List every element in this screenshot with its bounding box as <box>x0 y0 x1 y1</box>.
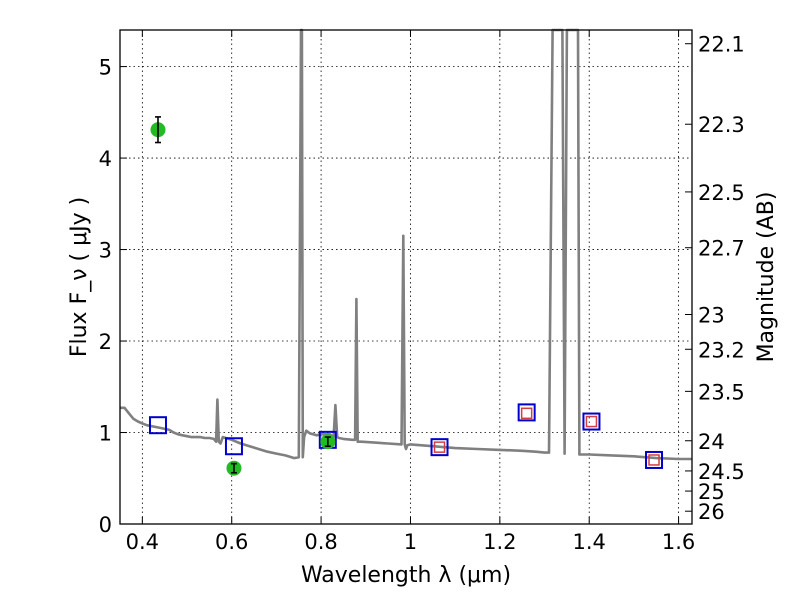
x-tick-label: 0.6 <box>215 530 248 554</box>
model-photometry-square <box>224 437 243 456</box>
right-tick-label: 24.5 <box>698 460 745 484</box>
y-tick-label: 0 <box>99 513 112 537</box>
model-photometry-square <box>517 403 536 422</box>
model-photometry-square <box>645 450 664 469</box>
right-tick-label: 23.2 <box>698 338 745 362</box>
model-photometry-square <box>430 438 449 457</box>
x-tick-label: 1.6 <box>662 530 695 554</box>
model-photometry-square <box>148 416 167 435</box>
y-tick-label: 4 <box>99 147 112 171</box>
observed-photometry-square <box>585 415 598 428</box>
x-axis-label: Wavelength λ (μm) <box>301 563 511 588</box>
right-tick-label: 23.5 <box>698 380 745 404</box>
plot-frame <box>119 29 693 525</box>
markers-layer <box>148 116 664 476</box>
x-tick-label: 1.4 <box>573 530 606 554</box>
x-tick-label: 1 <box>404 530 417 554</box>
right-axis-label: Magnitude (AB) <box>754 192 779 363</box>
right-tick-label: 23 <box>698 304 725 328</box>
model-photometry-square <box>582 412 601 431</box>
y-axis-label: Flux F_ν ( μJy ) <box>67 197 92 357</box>
x-tick-label: 0.8 <box>304 530 337 554</box>
y-tick-label: 5 <box>99 56 112 80</box>
observed-photometry-square <box>520 407 533 420</box>
y-tick-label: 3 <box>99 239 112 263</box>
observed-photometry-square <box>648 454 660 466</box>
right-tick-label: 25 <box>698 480 725 504</box>
axis-ticks: 0.4 0.6 0.8 1 1.2 1.4 1.601234522.122.322.522.… <box>99 30 745 554</box>
right-tick-label: 26 <box>698 500 725 524</box>
right-tick-label: 22.3 <box>698 113 745 137</box>
right-tick-label: 22.5 <box>698 181 745 205</box>
y-tick-label: 1 <box>99 422 112 446</box>
right-tick-label: 24 <box>698 430 725 454</box>
right-tick-label: 22.1 <box>698 33 745 57</box>
x-tick-label: 0.4 <box>126 530 159 554</box>
y-tick-label: 2 <box>99 330 112 354</box>
right-tick-label: 22.7 <box>698 237 745 261</box>
x-tick-label: 1.2 <box>483 530 516 554</box>
observed-photometry-square <box>433 441 446 453</box>
